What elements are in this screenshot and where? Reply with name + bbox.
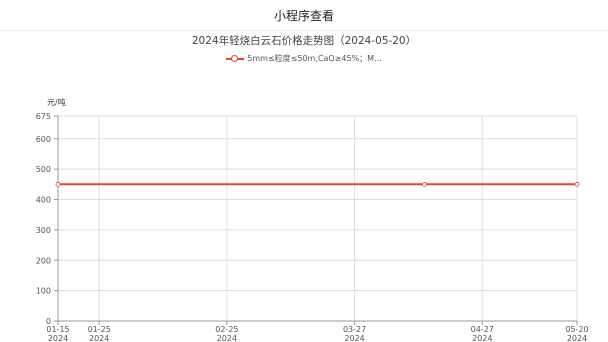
x-tick-year: 2024: [89, 334, 109, 342]
legend-label: 5mm≤粒度≤50m,CaO≥45%；M...: [247, 54, 382, 63]
y-axis-unit: 元/吨: [47, 97, 66, 107]
x-tick-year: 2024: [217, 334, 237, 342]
legend-marker-icon: [226, 54, 245, 63]
chart-title: 2024年轻烧白云石价格走势图（2024-05-20）: [191, 35, 417, 47]
x-tick-label: 02-25: [215, 325, 238, 334]
x-tick-year: 2024: [567, 334, 587, 342]
x-tick-label: 03-27: [343, 325, 366, 334]
y-tick-label: 400: [36, 196, 51, 205]
legend[interactable]: 5mm≤粒度≤50m,CaO≥45%；M...: [0, 53, 608, 64]
x-tick-year: 2024: [472, 334, 492, 342]
x-tick-label: 04-27: [471, 325, 494, 334]
y-tick-label: 200: [36, 256, 51, 265]
x-tick-label: 01-15: [46, 325, 69, 334]
app-header: 小程序查看: [0, 0, 608, 31]
x-tick-year: 2024: [344, 334, 364, 342]
data-point: [574, 181, 580, 187]
y-tick-label: 100: [36, 287, 51, 296]
x-tick-label: 01-25: [88, 325, 111, 334]
x-tick-label: 05-20: [565, 325, 588, 334]
y-tick-label: 0: [46, 317, 51, 326]
y-tick-label: 600: [36, 135, 51, 144]
x-tick-year: 2024: [48, 334, 68, 342]
data-point: [422, 181, 427, 187]
header-title: 小程序查看: [273, 9, 334, 23]
y-tick-label: 675: [36, 112, 51, 121]
data-point: [55, 181, 61, 187]
y-tick-label: 500: [36, 165, 51, 174]
y-tick-label: 300: [36, 226, 51, 235]
